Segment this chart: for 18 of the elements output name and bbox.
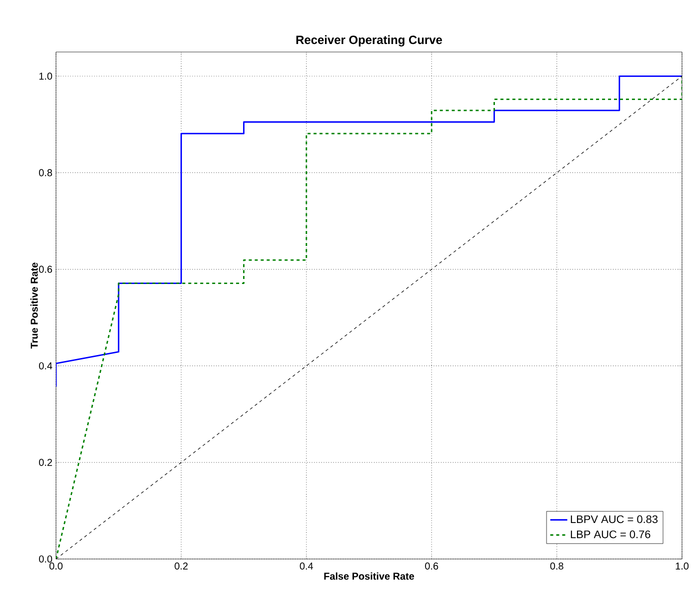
legend-label: LBP AUC = 0.76 [570, 530, 650, 538]
line-series [56, 75, 682, 388]
legend-label: LBPV AUC = 0.83 [570, 515, 658, 524]
x-tick-label: 0.6 [425, 562, 438, 570]
x-tick-label: 0.8 [550, 562, 564, 570]
x-axis-title: False Positive Rate [324, 572, 414, 580]
y-tick-label: 0.6 [39, 266, 52, 273]
y-tick-label: 0.2 [39, 458, 52, 466]
y-tick-label: 0.8 [39, 169, 52, 176]
x-tick-label: 0.0 [49, 562, 63, 570]
x-tick-label: 1.0 [676, 562, 689, 570]
y-tick-label: 1.0 [39, 72, 52, 80]
y-axis-title: True Positive Rate [30, 262, 38, 349]
x-tick-label: 0.2 [174, 562, 188, 570]
y-tick-label: 0.0 [39, 555, 52, 563]
x-tick-label: 0.4 [300, 562, 314, 570]
y-tick-label: 0.4 [39, 362, 52, 370]
chart-title: Receiver Operating Curve [296, 35, 442, 46]
